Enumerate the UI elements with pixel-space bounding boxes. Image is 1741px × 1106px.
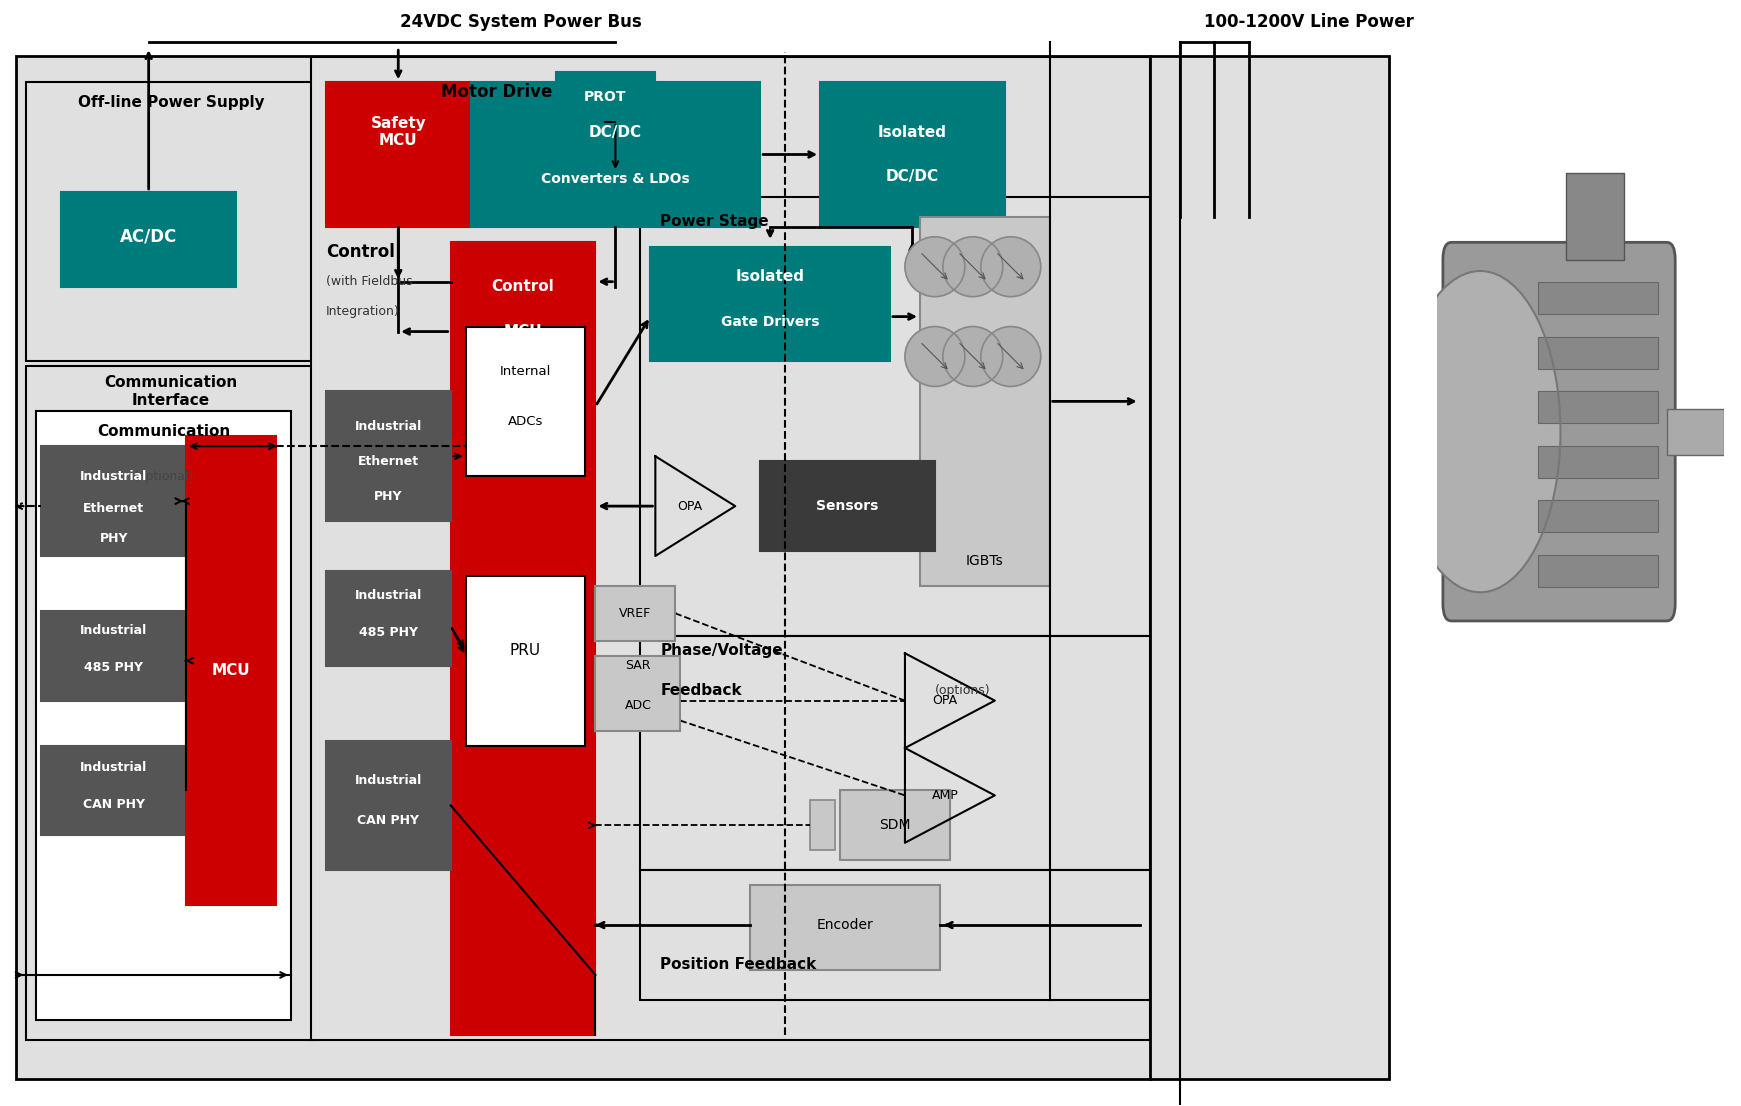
Text: PHY: PHY: [374, 490, 402, 502]
Text: Integration): Integration): [326, 305, 400, 319]
Bar: [186, 436, 277, 905]
Text: Feedback: Feedback: [660, 684, 742, 698]
Bar: [820, 82, 1005, 227]
Text: Industrial: Industrial: [80, 624, 148, 637]
Bar: [26, 82, 315, 362]
Text: CAN PHY: CAN PHY: [357, 814, 420, 827]
Text: MCU: MCU: [212, 664, 251, 678]
Circle shape: [905, 326, 965, 386]
Text: ADC: ADC: [625, 699, 651, 712]
Text: Phase/Voltage: Phase/Voltage: [660, 644, 783, 658]
Circle shape: [944, 326, 1003, 386]
Text: Industrial: Industrial: [355, 774, 421, 787]
Bar: [555, 72, 655, 122]
Bar: [26, 366, 315, 1040]
Text: Industrial: Industrial: [355, 420, 421, 432]
Text: 100-1200V Line Power: 100-1200V Line Power: [1205, 13, 1414, 31]
Text: Communication: Communication: [97, 424, 230, 439]
Text: Safety
MCU: Safety MCU: [371, 116, 427, 148]
Text: OPA: OPA: [677, 500, 703, 512]
Bar: [312, 58, 1149, 1040]
Bar: [595, 586, 676, 640]
Text: SDM: SDM: [879, 818, 911, 833]
Text: PRU: PRU: [510, 644, 541, 658]
Text: Communication
Interface: Communication Interface: [104, 375, 239, 408]
Text: Isolated: Isolated: [736, 269, 804, 284]
Bar: [326, 392, 451, 521]
Bar: [641, 636, 1149, 870]
Text: OPA: OPA: [933, 695, 958, 707]
Text: Ethernet: Ethernet: [84, 502, 145, 514]
Text: Industrial: Industrial: [80, 761, 148, 774]
Text: Industrial: Industrial: [355, 589, 421, 603]
Bar: [761, 461, 935, 551]
Text: MCU: MCU: [503, 324, 543, 340]
Text: Motor Drive: Motor Drive: [440, 83, 552, 101]
Text: DC/DC: DC/DC: [588, 125, 642, 139]
Text: Position Feedback: Position Feedback: [660, 958, 817, 972]
Text: ADCs: ADCs: [508, 415, 543, 428]
Bar: [750, 885, 940, 970]
Bar: [61, 192, 237, 286]
Bar: [641, 870, 1149, 1000]
Bar: [470, 82, 761, 227]
Text: 485 PHY: 485 PHY: [359, 626, 418, 639]
Text: (options): (options): [935, 685, 991, 697]
Text: Ethernet: Ethernet: [357, 455, 420, 468]
Circle shape: [905, 237, 965, 296]
Bar: [326, 571, 451, 666]
Text: 485 PHY: 485 PHY: [84, 661, 143, 675]
Bar: [919, 217, 1050, 586]
Text: PROT: PROT: [585, 91, 627, 104]
Text: Power Stage: Power Stage: [660, 215, 770, 229]
Text: AMP: AMP: [931, 789, 958, 802]
Text: PHY: PHY: [99, 532, 127, 544]
Text: Industrial: Industrial: [80, 470, 148, 482]
Text: Gate Drivers: Gate Drivers: [721, 314, 820, 328]
Text: CAN PHY: CAN PHY: [84, 797, 145, 811]
Bar: [451, 242, 595, 1035]
Text: Isolated: Isolated: [877, 125, 947, 139]
Text: 24VDC System Power Bus: 24VDC System Power Bus: [400, 13, 641, 31]
Bar: [465, 576, 585, 745]
Text: Converters & LDOs: Converters & LDOs: [541, 171, 689, 186]
Bar: [16, 56, 1389, 1078]
Bar: [42, 745, 186, 835]
Text: DC/DC: DC/DC: [886, 169, 938, 185]
Text: SAR: SAR: [625, 659, 651, 672]
Bar: [42, 446, 186, 556]
Circle shape: [944, 237, 1003, 296]
Text: VREF: VREF: [620, 607, 651, 619]
Text: Encoder: Encoder: [817, 918, 874, 932]
Bar: [641, 197, 1149, 636]
Text: Off-line Power Supply: Off-line Power Supply: [78, 95, 265, 109]
Circle shape: [980, 326, 1041, 386]
Text: (with Fieldbus: (with Fieldbus: [326, 275, 413, 289]
Polygon shape: [905, 654, 994, 748]
Text: Control: Control: [326, 242, 395, 261]
Text: (optional): (optional): [134, 470, 193, 482]
Text: Internal: Internal: [500, 365, 552, 378]
Text: Sensors: Sensors: [817, 499, 879, 513]
Bar: [326, 82, 470, 227]
Bar: [326, 741, 451, 870]
Bar: [37, 411, 291, 1020]
Text: Control: Control: [491, 279, 554, 294]
Polygon shape: [655, 457, 735, 556]
Bar: [810, 801, 836, 851]
Bar: [465, 326, 585, 477]
Text: AC/DC: AC/DC: [120, 228, 178, 246]
Polygon shape: [905, 748, 994, 843]
Circle shape: [980, 237, 1041, 296]
Bar: [651, 247, 890, 362]
Bar: [841, 791, 951, 860]
Text: IGBTs: IGBTs: [966, 554, 1005, 568]
Bar: [595, 656, 681, 731]
Bar: [42, 611, 186, 700]
